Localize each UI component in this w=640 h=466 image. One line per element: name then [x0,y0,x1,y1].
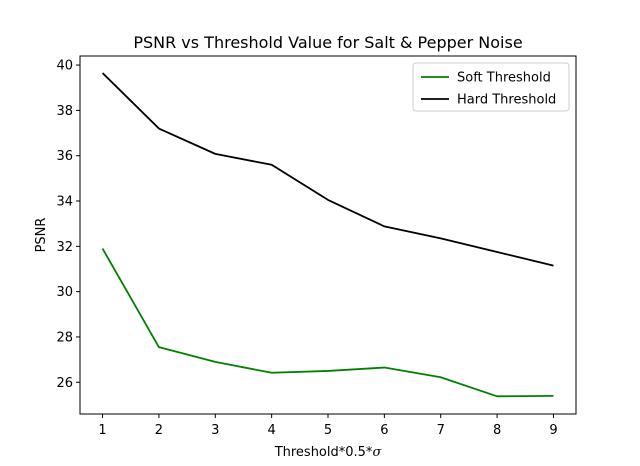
y-tick-label: 30 [56,285,73,300]
y-axis-ticks: 26 28 30 32 34 36 38 40 [56,59,80,391]
y-tick-label: 38 [56,104,73,119]
x-axis-label: Threshold*0.5*σ [274,445,383,460]
x-tick-label: 4 [267,423,275,438]
legend-label: Hard Threshold [457,93,556,108]
x-tick-label: 1 [98,423,106,438]
y-axis-label: PSNR [34,218,49,253]
y-tick-label: 36 [56,149,73,164]
x-tick-label: 9 [549,423,557,438]
x-axis-label-symbol: σ [372,445,382,460]
series-line-hard-threshold [101,72,554,267]
y-tick-label: 26 [56,376,73,391]
chart-title: PSNR vs Threshold Value for Salt & Peppe… [133,33,522,52]
x-tick-label: 7 [437,423,445,438]
y-tick-label: 40 [56,59,73,74]
x-axis-label-text: Threshold*0.5* [274,445,373,460]
series-layer [101,72,554,398]
x-tick-label: 8 [493,423,501,438]
legend-label: Soft Threshold [457,71,551,86]
legend: Soft Threshold Hard Threshold [412,62,570,112]
y-tick-label: 32 [56,240,73,255]
y-tick-label: 34 [56,195,73,210]
series-line-soft-threshold [101,248,554,398]
y-tick-label: 28 [56,330,73,345]
legend-box [412,62,570,112]
x-tick-label: 6 [380,423,388,438]
x-axis-ticks: 1 2 3 4 5 6 7 8 9 [98,414,558,438]
x-tick-label: 5 [324,423,332,438]
x-tick-label: 2 [155,423,163,438]
x-tick-label: 3 [211,423,219,438]
